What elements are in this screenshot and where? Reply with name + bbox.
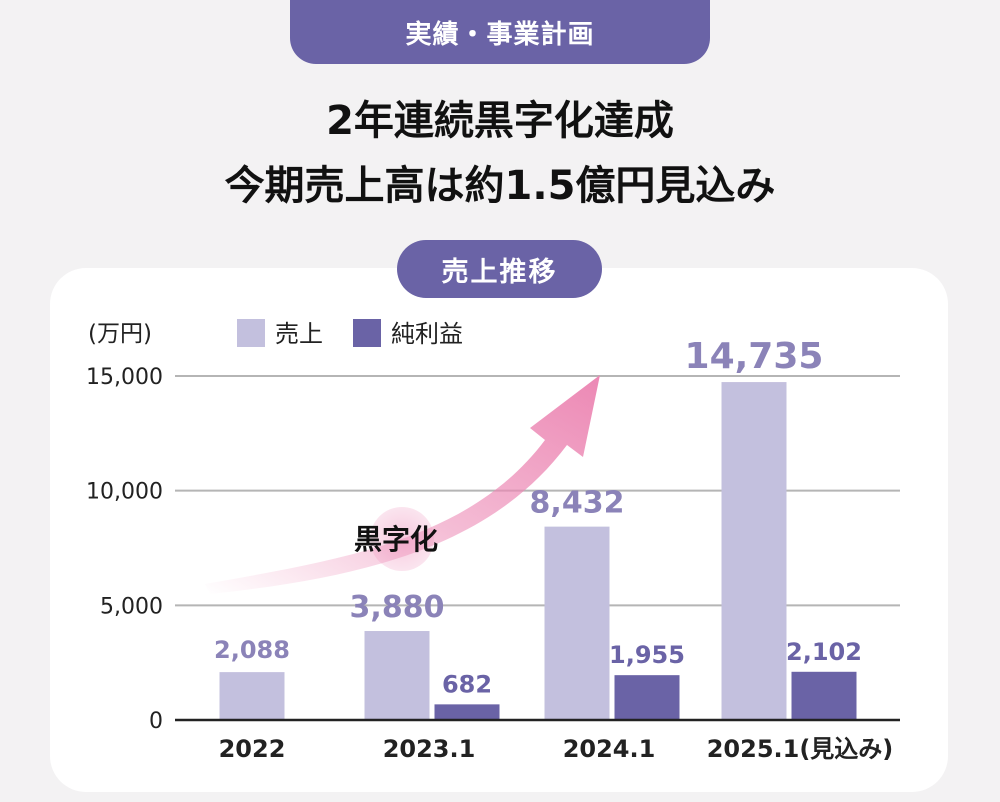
- y-tick-label: 15,000: [86, 365, 163, 390]
- x-tick-label: 2025.1(見込み): [707, 735, 894, 763]
- headline-line-2: 今期売上高は約1.5億円見込み: [224, 163, 776, 209]
- growth-arrow-icon: [205, 375, 600, 594]
- y-tick-label: 0: [149, 709, 163, 734]
- section-tab: 実績・事業計画: [290, 0, 710, 64]
- legend-swatch-profit: [353, 319, 381, 347]
- bar-profit: [434, 704, 500, 720]
- data-label-profit: 2,102: [786, 638, 862, 666]
- data-label-sales: 3,880: [350, 590, 445, 625]
- legend-swatch-sales: [237, 319, 265, 347]
- bar-sales: [544, 526, 610, 720]
- legend-label-profit: 純利益: [391, 320, 463, 348]
- y-tick-label: 5,000: [100, 594, 163, 619]
- annotation-text: 黒字化: [354, 523, 438, 556]
- chart-title-pill: 売上推移: [397, 240, 602, 298]
- legend-label-sales: 売上: [275, 320, 323, 348]
- x-tick-label: 2023.1: [383, 735, 476, 763]
- data-label-sales: 8,432: [530, 486, 625, 521]
- bar-profit: [791, 671, 857, 720]
- bar-sales: [364, 631, 430, 720]
- x-tick-label: 2022: [219, 735, 286, 763]
- y-tick-label: 10,000: [86, 480, 163, 505]
- bar-sales: [219, 672, 285, 720]
- data-label-sales: 14,735: [685, 336, 824, 377]
- data-label-profit: 682: [442, 670, 492, 698]
- y-unit-label: (万円): [88, 321, 152, 347]
- data-label-sales: 2,088: [214, 636, 290, 664]
- bar-sales: [721, 382, 787, 720]
- data-label-profit: 1,955: [609, 641, 685, 669]
- headline-line-1: 2年連続黒字化達成: [326, 98, 674, 144]
- x-tick-label: 2024.1: [563, 735, 656, 763]
- bar-profit: [614, 675, 680, 720]
